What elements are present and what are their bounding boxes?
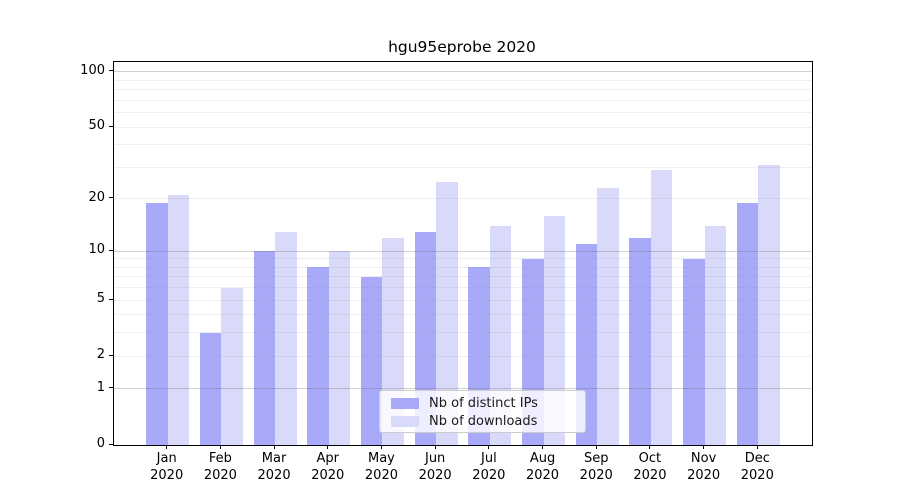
x-axis-tick (273, 445, 275, 449)
bar-ips-dec (736, 202, 759, 445)
y-tick-label: 1 (96, 379, 105, 395)
x-axis-tick (327, 445, 329, 449)
minor-gridline (114, 266, 812, 268)
x-axis-tick (219, 445, 221, 449)
legend-swatch-distinct-ips (391, 398, 419, 409)
x-axis-tick (542, 445, 544, 449)
major-gridline (114, 388, 812, 390)
x-tick-label-jan: Jan 2020 (150, 451, 184, 483)
x-axis-tick (595, 445, 597, 449)
y-tick-label: 5 (96, 291, 105, 307)
minor-gridline (114, 314, 812, 316)
x-tick-label-may: May 2020 (364, 451, 398, 483)
minor-gridline (114, 299, 812, 301)
plot-area (113, 61, 813, 446)
x-tick-label-mar: Mar 2020 (257, 451, 291, 483)
x-axis-tick (488, 445, 490, 449)
minor-gridline (114, 198, 812, 200)
minor-gridline (114, 79, 812, 81)
bar-downloads-aug (543, 215, 565, 445)
bar-downloads-jan (167, 195, 190, 445)
minor-gridline (114, 287, 812, 289)
y-axis-tick (109, 197, 113, 199)
major-gridline (114, 250, 812, 252)
major-gridline (114, 71, 812, 73)
x-axis-tick (434, 445, 436, 449)
y-tick-label: 10 (88, 242, 105, 258)
minor-gridline (114, 99, 812, 101)
x-tick-label-feb: Feb 2020 (203, 451, 237, 483)
chart-title: hgu95eprobe 2020 (388, 38, 536, 56)
x-axis-tick (649, 445, 651, 449)
y-axis-tick (109, 443, 113, 445)
y-tick-label: 20 (88, 189, 105, 205)
minor-gridline (114, 332, 812, 334)
minor-gridline (114, 89, 812, 91)
minor-gridline (114, 355, 812, 357)
bar-ips-apr (307, 267, 329, 445)
x-tick-label-jun: Jun 2020 (418, 451, 452, 483)
bar-downloads-feb (221, 287, 243, 445)
x-axis-tick (703, 445, 705, 449)
legend-swatch-downloads (391, 416, 419, 427)
x-tick-label-dec: Dec 2020 (740, 451, 774, 483)
y-tick-label: 2 (96, 347, 105, 363)
bar-downloads-dec (758, 164, 780, 445)
minor-gridline (114, 276, 812, 278)
bar-downloads-apr (328, 251, 351, 445)
y-axis-tick (109, 387, 113, 389)
bar-downloads-jun (436, 181, 458, 445)
y-axis-tick (109, 70, 113, 72)
bar-ips-may (360, 276, 383, 445)
minor-gridline (114, 258, 812, 260)
y-axis-tick (109, 298, 113, 300)
x-axis-tick (380, 445, 382, 449)
legend-label-distinct-ips: Nb of distinct IPs (429, 396, 538, 411)
y-tick-label: 0 (96, 436, 105, 451)
x-tick-label-sep: Sep 2020 (579, 451, 613, 483)
x-tick-label-jul: Jul 2020 (472, 451, 506, 483)
y-tick-label: 100 (80, 62, 105, 78)
bar-ips-feb (199, 332, 222, 445)
legend-item-downloads: Nb of downloads (380, 414, 585, 430)
minor-gridline (114, 126, 812, 128)
x-tick-label-aug: Aug 2020 (525, 451, 560, 483)
bar-ips-oct (629, 237, 651, 445)
x-axis-tick (756, 445, 758, 449)
minor-gridline (114, 112, 812, 114)
y-axis-tick (109, 354, 113, 356)
bar-ips-nov (683, 258, 705, 445)
legend-item-distinct-ips: Nb of distinct IPs (380, 396, 585, 412)
x-tick-label-apr: Apr 2020 (311, 451, 345, 483)
bar-ips-jan (146, 202, 168, 445)
bar-downloads-sep (597, 188, 619, 445)
y-axis-tick (109, 125, 113, 127)
legend-label-downloads: Nb of downloads (429, 414, 538, 429)
bar-downloads-oct (650, 169, 673, 445)
y-tick-label: 50 (88, 118, 105, 134)
y-axis-tick (109, 249, 113, 251)
minor-gridline (114, 166, 812, 168)
minor-gridline (114, 144, 812, 146)
legend: Nb of distinct IPs Nb of downloads (379, 390, 586, 433)
x-axis-tick (166, 445, 168, 449)
bar-downloads-nov (704, 226, 727, 445)
x-tick-label-nov: Nov 2020 (687, 451, 721, 483)
x-tick-label-oct: Oct 2020 (633, 451, 667, 483)
bar-downloads-mar (275, 231, 297, 445)
bar-ips-mar (253, 251, 276, 445)
